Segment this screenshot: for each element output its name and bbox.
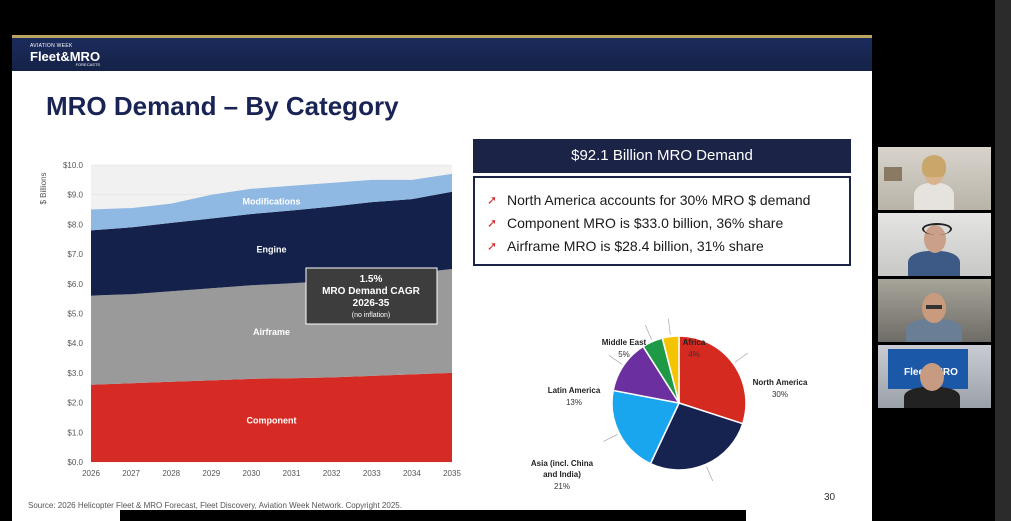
series-label: Engine [256,245,286,255]
x-tick-label: 2033 [363,469,381,478]
pie-label: Asia (incl. China [531,459,594,468]
cagr-period: 2026-35 [353,298,390,309]
bullet-item: ➚ Component MRO is $33.0 billion, 36% sh… [487,214,784,231]
leader-line [706,466,714,482]
presentation-slide: AVIATION WEEK Fleet&MRO FORECASTS MRO De… [12,35,872,521]
area-series-component [91,372,452,462]
cagr-label: MRO Demand CAGR [322,286,421,297]
y-tick-label: $3.0 [67,369,83,378]
slide-title: MRO Demand – By Category [46,91,399,121]
pie-percent-label: 5% [618,350,630,359]
participant-video-tile[interactable] [878,213,991,276]
pie-percent-label: 30% [772,390,788,399]
cagr-value: 1.5% [360,274,383,285]
y-tick-label: $5.0 [67,310,83,319]
y-tick-label: $7.0 [67,250,83,259]
area-chart: $0.0 $1.0 $2.0 $3.0 $4.0 $5.0 $6.0 $7.0 $8.0 $9.0… [39,161,461,478]
pie-percent-label: 13% [566,398,582,407]
pie-label: Latin America [548,386,601,395]
arrow-bullet-icon: ➚ [487,215,498,230]
series-label: Airframe [253,327,290,337]
y-tick-label: $6.0 [67,280,83,289]
pie-label: and India) [543,470,581,479]
fleet-mro-logo: AVIATION WEEK Fleet&MRO FORECASTS [30,43,101,67]
leader-line [603,434,618,442]
screen-share-bar [120,510,746,521]
pie-label: Africa [683,338,706,347]
slide-header-banner: AVIATION WEEK Fleet&MRO FORECASTS [12,35,872,71]
pie-slice [649,402,744,471]
bullet-item: ➚ Airframe MRO is $28.4 billion, 31% sha… [487,237,764,254]
leader-line [734,352,748,363]
info-panel-bullets: ➚ North America accounts for 30% MRO $ d… [473,176,851,266]
arrow-bullet-icon: ➚ [487,238,498,253]
pie-slice [661,335,680,404]
pie-percent-label: 4% [688,350,700,359]
x-tick-label: 2027 [122,469,140,478]
x-tick-label: 2034 [403,469,421,478]
y-tick-label: $0.0 [67,458,83,467]
y-tick-label: $1.0 [67,428,83,437]
series-label: Modifications [243,196,301,206]
cagr-box [305,267,438,325]
x-tick-label: 2026 [82,469,100,478]
participant-video-tile[interactable]: Fleet&MRO [878,345,991,408]
source-note: Source: 2026 Helicopter Fleet & MRO Fore… [28,501,402,510]
leader-line [608,354,623,365]
arrow-bullet-icon: ➚ [487,192,498,207]
x-tick-label: 2035 [443,469,461,478]
y-tick-label: $2.0 [67,399,83,408]
pie-slice [612,345,681,405]
x-tick-label: 2030 [243,469,261,478]
area-series-modifications [91,173,452,231]
page-number: 30 [824,492,836,503]
pie-slice [678,335,747,425]
info-panel-header: $92.1 Billion MRO Demand [473,139,851,173]
x-tick-label: 2032 [323,469,341,478]
y-tick-label: $8.0 [67,220,83,229]
pie-slice [611,389,681,465]
x-tick-label: 2031 [283,469,301,478]
y-tick-label: $4.0 [67,339,83,348]
window-edge [995,0,1011,521]
pie-label: Middle East [602,338,647,347]
x-tick-label: 2028 [162,469,180,478]
participant-video-tile[interactable] [878,147,991,210]
y-axis-label: $ Billions [39,172,48,204]
leader-line [668,318,671,335]
participant-video-tile[interactable] [878,279,991,342]
bullet-item: ➚ North America accounts for 30% MRO $ d… [487,191,811,208]
y-tick-label: $9.0 [67,191,83,200]
pie-percent-label: 21% [554,482,570,491]
x-tick-label: 2029 [202,469,220,478]
pie-label: North America [753,378,808,387]
cagr-note: (no inflation) [352,312,391,319]
y-tick-label: $10.0 [63,161,84,170]
leader-line [644,324,652,340]
series-label: Component [247,415,297,425]
